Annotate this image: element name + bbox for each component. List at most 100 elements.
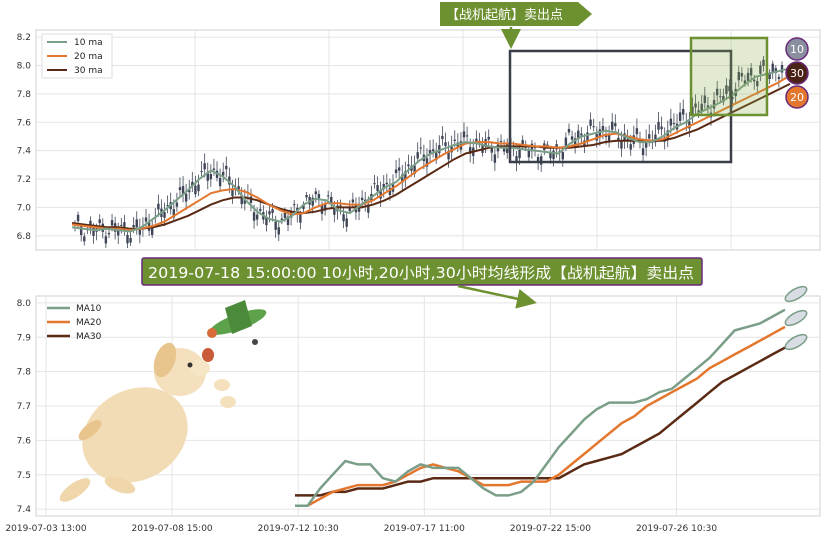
candle-body — [728, 86, 731, 92]
candle-body — [293, 204, 296, 206]
candle-body — [725, 85, 728, 94]
ma-badge-30: 30 — [785, 61, 809, 85]
candle-body — [397, 167, 401, 171]
top-legend: 10 ma 20 ma 30 ma — [41, 33, 113, 79]
bottom-y-tick-labels: 7.4 7.5 7.6 7.7 7.8 7.9 8.0 — [17, 299, 32, 515]
candle-body — [376, 185, 379, 192]
candle-body — [521, 140, 524, 145]
candle-body — [419, 147, 422, 149]
candle-body — [218, 177, 222, 187]
top-y-tick-label: 7.2 — [17, 175, 31, 185]
candle-body — [660, 126, 663, 130]
candle-body — [700, 103, 703, 112]
candle-body — [592, 126, 595, 128]
candle-body — [228, 176, 231, 185]
candle-body — [768, 72, 771, 80]
candle-body — [237, 186, 240, 192]
bottom-gridlines — [36, 296, 820, 516]
candle-body — [453, 139, 456, 141]
candle-body — [404, 171, 407, 179]
bottom-y-tick-label: 7.4 — [17, 505, 32, 515]
candle-body — [225, 165, 228, 170]
rocket-icon-ma20 — [784, 309, 808, 327]
top-y-tick-labels: 6.8 7.0 7.2 7.4 7.6 7.8 8.0 8.2 — [17, 33, 32, 242]
candle-body — [277, 227, 280, 235]
candle-body — [348, 206, 351, 211]
candle-body — [722, 95, 725, 103]
sell-point-callout-text: 【战机起航】卖出点 — [446, 7, 563, 23]
candle-body — [614, 123, 617, 127]
top-y-tick-label: 8.0 — [17, 61, 32, 71]
candle-body — [435, 152, 438, 161]
candle-body — [191, 181, 194, 187]
candle-body — [117, 229, 120, 236]
candle-body — [305, 194, 308, 198]
candle-body — [206, 172, 209, 181]
candle-body — [441, 135, 444, 140]
candle-body — [546, 144, 549, 146]
candle-body — [209, 173, 213, 180]
top-ma-lines — [71, 67, 791, 233]
candle-body — [462, 131, 466, 138]
candle-body — [774, 68, 778, 73]
candle-body — [610, 121, 614, 130]
candle-body — [259, 208, 262, 211]
candle-body — [163, 212, 166, 218]
candle-body — [746, 72, 750, 81]
chart-title: 2019-07-18 15:00:00 10小时,20小时,30小时均线形成【战… — [148, 264, 694, 282]
candle-body — [447, 151, 450, 160]
candle-body — [598, 129, 602, 138]
candle-body — [626, 138, 629, 141]
candle-body — [641, 148, 645, 156]
svg-text:10: 10 — [790, 43, 804, 56]
candle-body — [252, 212, 256, 221]
candle-body — [188, 189, 191, 193]
top-line-10ma — [71, 67, 791, 233]
candle-body — [150, 228, 154, 235]
candle-body — [135, 219, 138, 228]
candle-body — [648, 134, 651, 139]
candle-body — [573, 138, 577, 147]
svg-text:30: 30 — [790, 67, 804, 80]
candle-body — [104, 236, 108, 244]
candle-body — [515, 156, 518, 164]
candle-body — [604, 134, 608, 137]
ma-badge-10: 10 — [785, 37, 809, 61]
candle-body — [428, 149, 432, 155]
sell-point-callout: 【战机起航】卖出点 — [440, 2, 592, 49]
candle-body — [339, 205, 342, 207]
legend-label-10ma: 10 ma — [74, 38, 103, 48]
candle-body — [388, 187, 392, 196]
candle-body — [79, 226, 83, 236]
candle-body — [740, 72, 744, 77]
candle-body — [129, 238, 132, 243]
candle-body — [385, 182, 389, 185]
candle-body — [561, 152, 564, 160]
rocket-icon-ma30 — [784, 333, 808, 351]
candle-body — [780, 64, 784, 73]
candle-body — [706, 105, 710, 108]
candle-body — [475, 138, 478, 144]
candle-body — [712, 100, 716, 109]
candle-body — [691, 106, 694, 115]
candle-body — [456, 142, 460, 148]
top-y-tick-label: 7.8 — [17, 90, 32, 100]
candle-body — [697, 110, 700, 114]
candle-body — [302, 204, 305, 210]
candle-body — [330, 196, 333, 203]
recent-zone-box — [689, 36, 769, 117]
bottom-line-ma30 — [295, 346, 786, 497]
candle-body — [311, 197, 314, 206]
candle-body — [144, 217, 148, 222]
candle-body — [200, 171, 203, 173]
candle-body — [271, 209, 274, 213]
bottom-x-tick-label: 2019-07-03 13:00 — [5, 524, 86, 534]
bottom-x-tick-label: 2019-07-26 10:30 — [636, 524, 717, 534]
bottom-x-tick-labels: 2019-07-03 13:00 2019-07-08 15:00 2019-07-… — [5, 524, 717, 534]
candle-body — [635, 128, 639, 135]
candle-body — [759, 65, 762, 74]
candle-body — [283, 212, 287, 218]
bottom-y-tick-label: 8.0 — [17, 299, 32, 309]
candle-body — [607, 134, 611, 142]
candle-body — [666, 130, 669, 139]
